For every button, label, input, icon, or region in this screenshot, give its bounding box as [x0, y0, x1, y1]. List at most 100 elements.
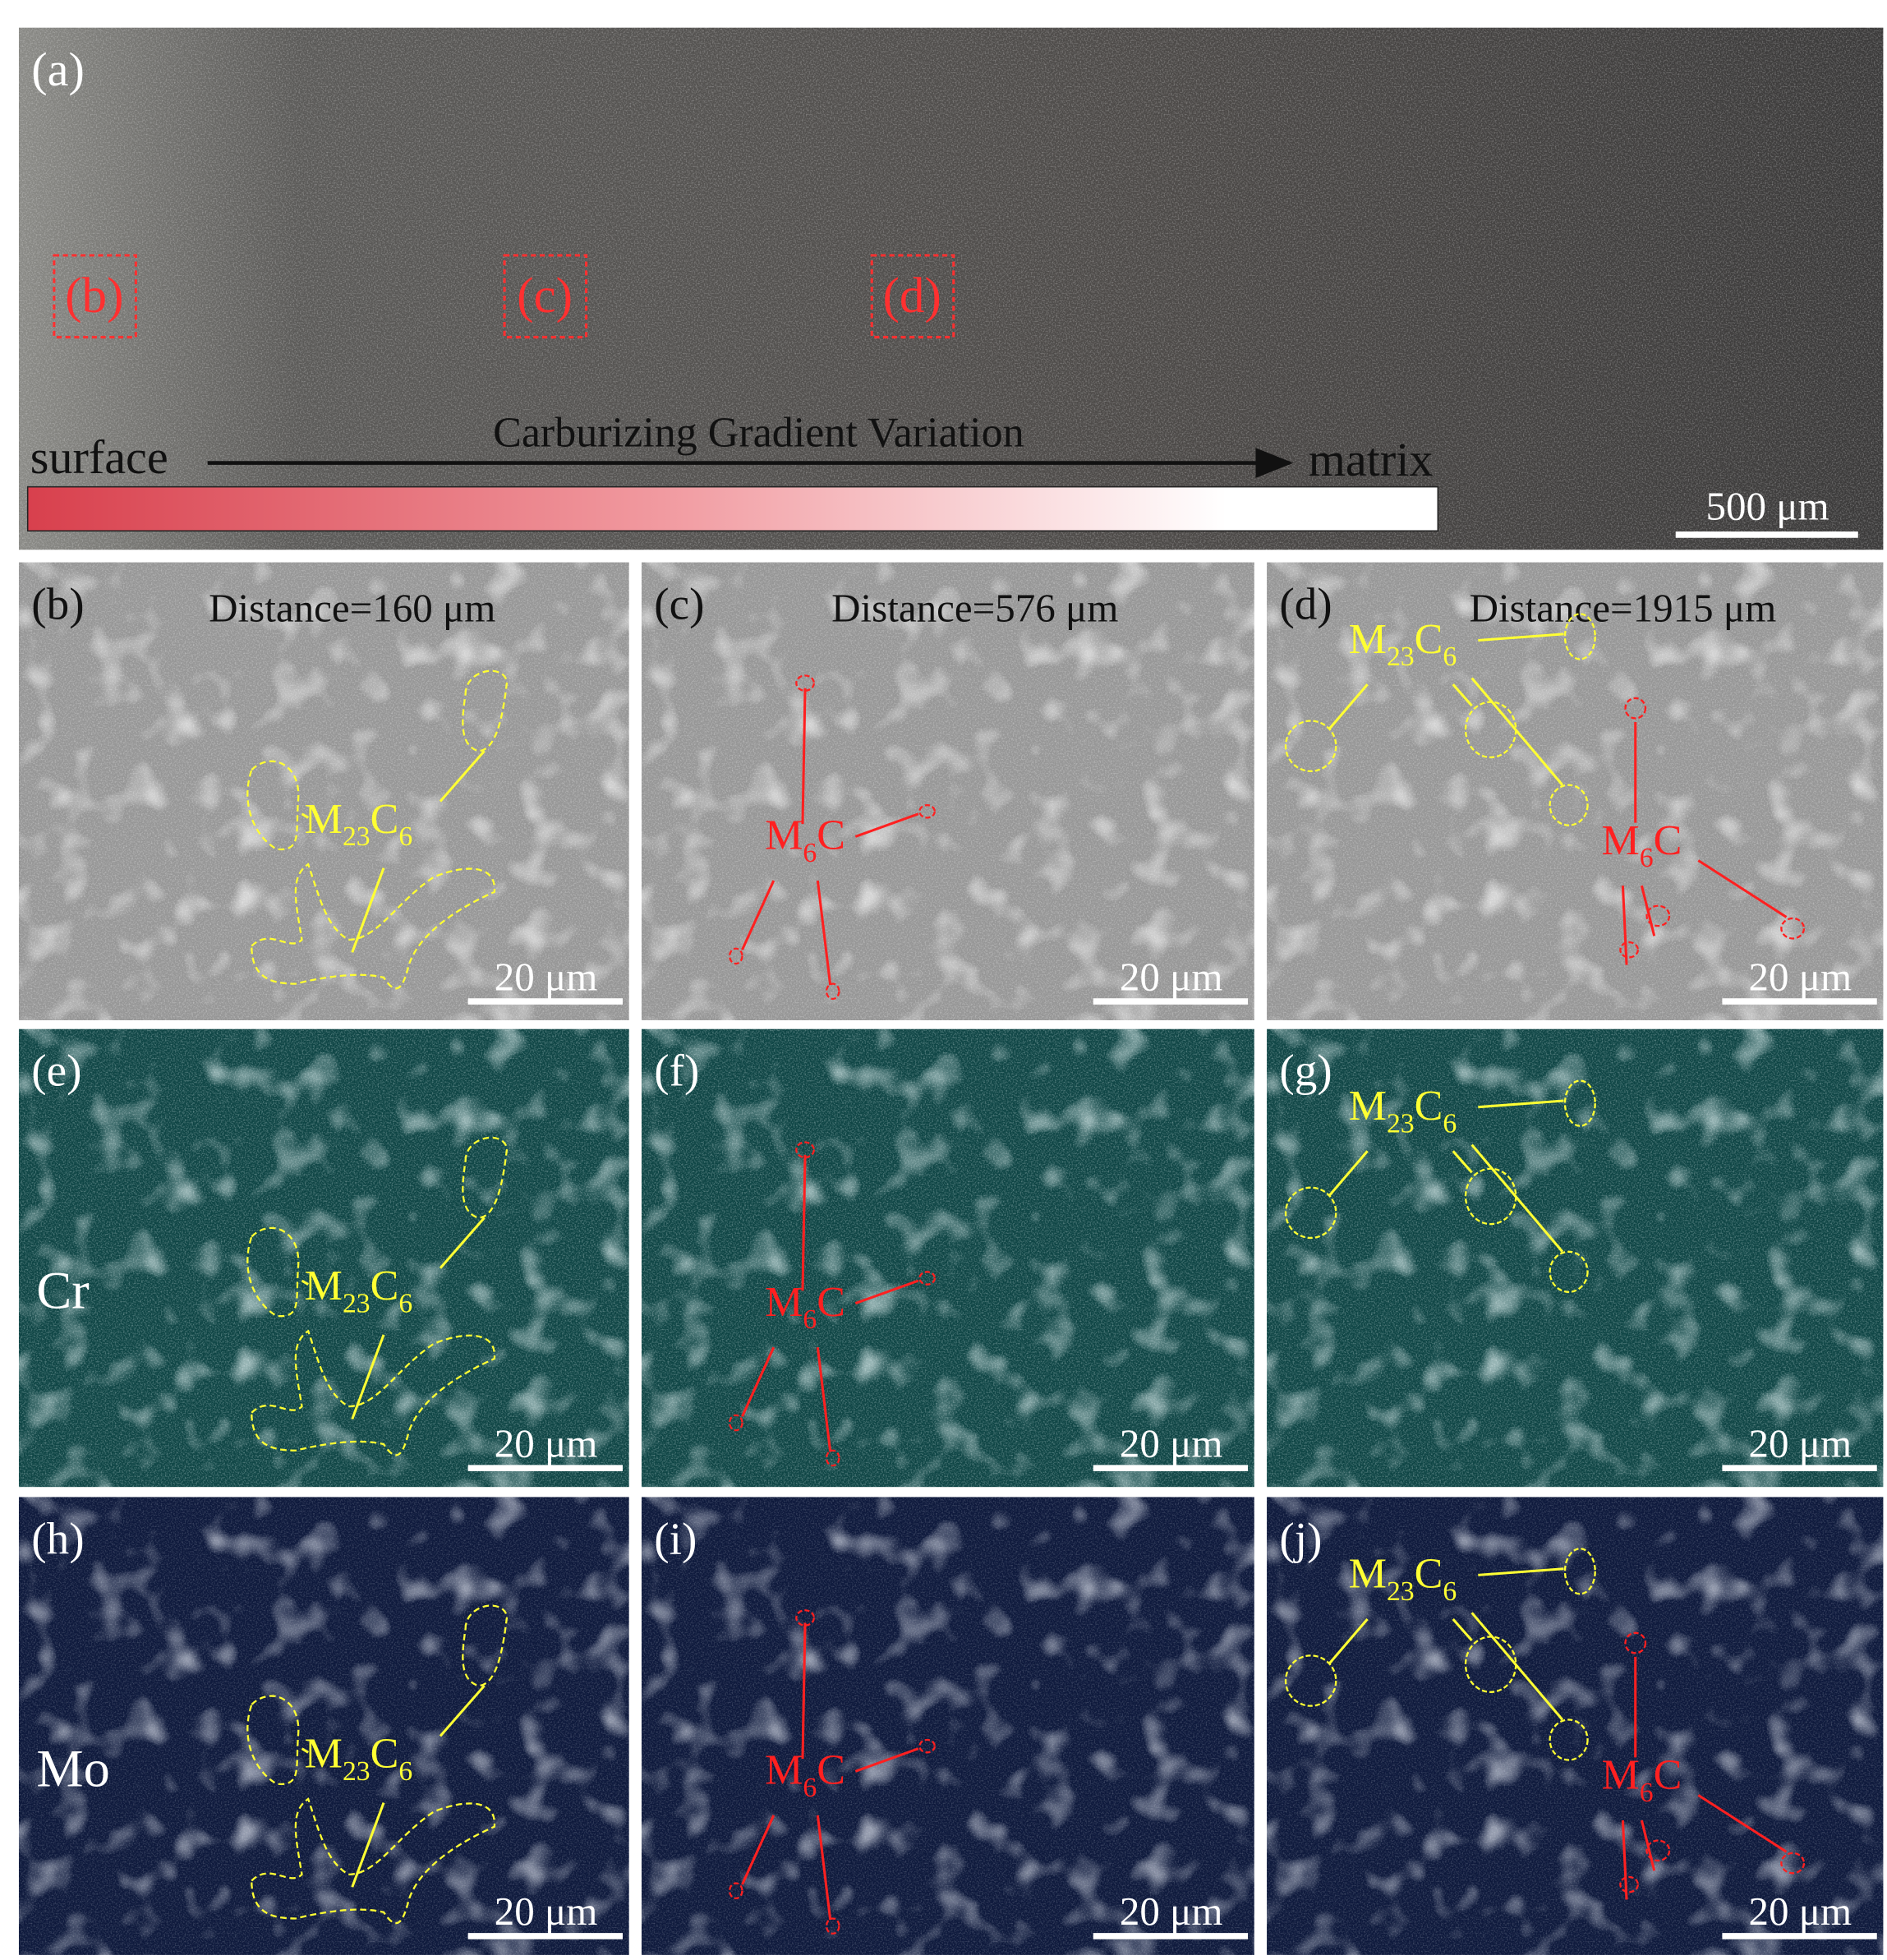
- texture: [18, 562, 629, 1021]
- pointer-line: [741, 1815, 776, 1885]
- annotation: M6C: [729, 1609, 936, 1935]
- formula-part: C: [817, 1747, 845, 1794]
- phase-label: M6C: [1601, 1752, 1682, 1808]
- phase-outline: [251, 863, 495, 990]
- pointer-line: [1478, 1567, 1564, 1576]
- pointer-line: [351, 1334, 385, 1420]
- pointer-line: [351, 867, 385, 953]
- phase-outline: [1563, 613, 1596, 660]
- phase-outline: [246, 1695, 300, 1785]
- subscript: 23: [1387, 1108, 1415, 1139]
- annotation: M6C: [1601, 1631, 1806, 1900]
- annotation: M6C: [729, 1141, 936, 1467]
- pointer-line: [854, 1747, 919, 1773]
- distance-label: Distance=576 μm: [831, 586, 1118, 631]
- distance-label: Distance=1915 μm: [1470, 586, 1777, 631]
- phase-outline: [918, 803, 936, 819]
- phase-label: M23C6: [305, 1263, 413, 1318]
- phase-outline: [1619, 941, 1639, 959]
- phase-outline: [1780, 917, 1806, 940]
- annotation: M23C6: [1284, 1079, 1596, 1293]
- pointer-line: [1452, 1150, 1473, 1174]
- pointer-line: [816, 1815, 832, 1921]
- formula-part: C: [1415, 616, 1443, 663]
- region-box: [870, 254, 955, 338]
- phase-outline: [1284, 1186, 1337, 1240]
- phase-outline: [1549, 1718, 1589, 1761]
- formula-part: C: [370, 1263, 399, 1309]
- phase-outline: [1549, 1250, 1589, 1293]
- tint: [18, 1497, 629, 1955]
- texture: [1267, 562, 1884, 1021]
- scale-label: 20 μm: [1120, 1420, 1223, 1465]
- panel-label: (a): [31, 43, 85, 96]
- formula-part: C: [817, 1279, 845, 1326]
- element-label: Cr: [36, 1262, 89, 1320]
- scale-label: 500 μm: [1705, 483, 1829, 528]
- formula-part: C: [1415, 1551, 1443, 1598]
- annotation: M23C6: [246, 669, 509, 990]
- phase-outline: [1645, 1839, 1671, 1862]
- phase-label: M23C6: [1349, 1083, 1457, 1139]
- phase-outline: [795, 1609, 815, 1626]
- texture: [18, 27, 1884, 550]
- subscript: 23: [1387, 642, 1415, 672]
- formula-part: M: [1601, 817, 1639, 864]
- phase-outline: [246, 760, 300, 851]
- texture: [1267, 1028, 1884, 1488]
- panel-a: (a) (b) (c) (d) Carburizing Gradient Var…: [18, 27, 1884, 550]
- pointer-line: [301, 812, 309, 819]
- phase-label: M6C: [765, 1747, 845, 1803]
- phase-outline: [1549, 784, 1589, 826]
- annotation: M23C6: [246, 1136, 509, 1456]
- phase-label: M23C6: [305, 1731, 413, 1787]
- tint: [18, 1028, 629, 1488]
- panel-label: (e): [31, 1046, 81, 1096]
- phase-outline: [246, 1226, 300, 1318]
- formula-part: C: [1654, 817, 1682, 864]
- region-box: [503, 254, 588, 338]
- phase-outline: [825, 982, 840, 1001]
- formula-part: M: [765, 1279, 803, 1326]
- annotation: M6C: [1601, 697, 1806, 965]
- pointer-line: [439, 1217, 486, 1269]
- region-label: (c): [517, 268, 573, 324]
- phase-outline: [1563, 1079, 1596, 1127]
- subscript: 6: [1640, 1778, 1654, 1808]
- panel: (i) 20 μm M6C: [641, 1497, 1254, 1955]
- gradient-start: surface: [30, 430, 168, 484]
- pointer-line: [301, 1279, 309, 1286]
- pointer-line: [1328, 1150, 1369, 1196]
- phase-outline: [729, 947, 743, 965]
- phase-outline: [729, 1414, 743, 1432]
- texture: [18, 1028, 629, 1488]
- pointer-line: [1478, 633, 1564, 642]
- pointer-line: [801, 1622, 807, 1759]
- subscript: 23: [343, 1288, 370, 1318]
- subscript: 6: [1640, 843, 1654, 873]
- phase-outline: [795, 674, 815, 692]
- subscript: 23: [343, 821, 370, 852]
- formula-part: M: [305, 796, 343, 843]
- scale-label: 20 μm: [1749, 1420, 1852, 1465]
- formula-part: M: [1601, 1752, 1639, 1799]
- panel: (e) Cr 20 μm M23C6: [18, 1028, 629, 1488]
- phase-outline: [825, 1449, 840, 1467]
- region-box: [53, 254, 137, 338]
- phase-outline: [795, 1141, 815, 1159]
- formula-part: C: [370, 1731, 399, 1778]
- pointer-line: [439, 1685, 486, 1737]
- phase-outline: [1619, 1875, 1639, 1893]
- phase-label: M6C: [1601, 817, 1682, 873]
- pointer-line: [1452, 683, 1473, 707]
- formula-part: C: [1415, 1083, 1443, 1130]
- panel: (b) Distance=160 μm 20 μm M23C6: [18, 562, 629, 1021]
- panel-label: (b): [31, 578, 84, 628]
- formula-part: M: [305, 1263, 343, 1309]
- tint: [641, 1497, 1254, 1955]
- formula-part: M: [1349, 1083, 1387, 1130]
- pointer-line: [801, 688, 807, 825]
- tint: [641, 1028, 1254, 1488]
- gradient-bar: [26, 485, 1439, 532]
